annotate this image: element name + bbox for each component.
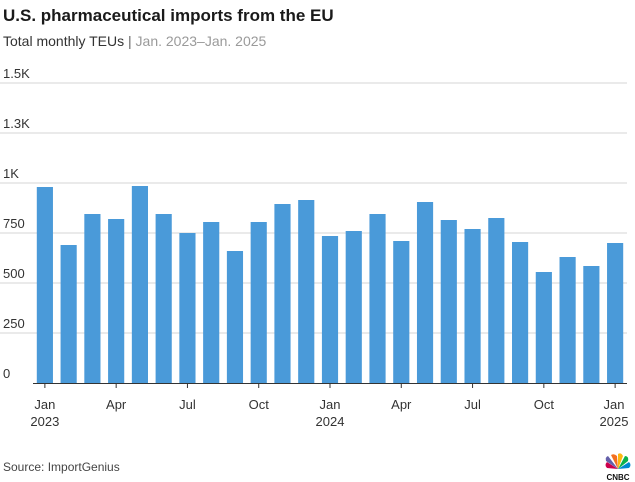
x-tick-label: Jan: [604, 397, 625, 412]
bar: [84, 214, 101, 383]
bar: [440, 220, 457, 383]
bar: [583, 266, 600, 383]
x-tick-year-label: 2023: [30, 414, 59, 429]
chart-subtitle: Total monthly TEUs | Jan. 2023–Jan. 2025: [3, 33, 266, 49]
bar: [488, 218, 505, 383]
y-tick-label: 250: [3, 316, 25, 331]
y-tick-label: 1K: [3, 166, 19, 181]
bar: [36, 187, 53, 383]
bar: [369, 214, 386, 383]
bar: [393, 241, 410, 383]
bars: [36, 186, 624, 383]
y-tick-label: 500: [3, 266, 25, 281]
x-tick-label: Jan: [320, 397, 341, 412]
x-tick-label: Apr: [391, 397, 412, 412]
bar: [321, 236, 339, 383]
bar: [298, 200, 315, 383]
bar: [464, 229, 481, 383]
subtitle-main: Total monthly TEUs: [3, 33, 125, 49]
y-axis-labels: 0 250 500 750 1K 1.3K 1.5K: [3, 66, 30, 381]
x-tick-year-label: 2025: [600, 414, 629, 429]
x-tick-label: Jan: [34, 397, 55, 412]
bar: [250, 222, 267, 383]
bar: [108, 219, 125, 383]
bar: [535, 272, 552, 383]
svg-text:CNBC: CNBC: [606, 473, 629, 482]
bar: [416, 202, 434, 383]
source-note: Source: ImportGenius: [3, 460, 120, 474]
bar: [559, 257, 576, 383]
bar: [226, 251, 244, 383]
bar: [345, 231, 362, 383]
x-tick-label: Jul: [464, 397, 481, 412]
bar: [607, 243, 624, 383]
bar: [274, 204, 291, 383]
y-tick-label: 750: [3, 216, 25, 231]
x-tick-label: Apr: [106, 397, 127, 412]
bar: [60, 245, 77, 383]
cnbc-peacock-logo: CNBC: [605, 453, 631, 482]
x-tick-year-label: 2024: [316, 414, 345, 429]
subtitle-date-range: Jan. 2023–Jan. 2025: [135, 33, 267, 49]
y-tick-label: 1.3K: [3, 116, 30, 131]
x-axis-labels: Jan 2023 Apr Jul Oct Jan 2024 Apr Jul Oct Jan 2025: [30, 397, 628, 429]
bar: [512, 242, 529, 383]
bar: [131, 186, 148, 383]
bar: [179, 233, 196, 383]
bar: [203, 222, 220, 383]
bar: [155, 214, 172, 383]
x-tick-label: Oct: [249, 397, 270, 412]
chart-title: U.S. pharmaceutical imports from the EU: [3, 6, 334, 25]
x-axis: [33, 383, 627, 388]
y-tick-label: 0: [3, 366, 10, 381]
x-tick-label: Oct: [534, 397, 555, 412]
x-tick-label: Jul: [179, 397, 196, 412]
subtitle-separator: |: [128, 33, 132, 49]
y-tick-label: 1.5K: [3, 66, 30, 81]
